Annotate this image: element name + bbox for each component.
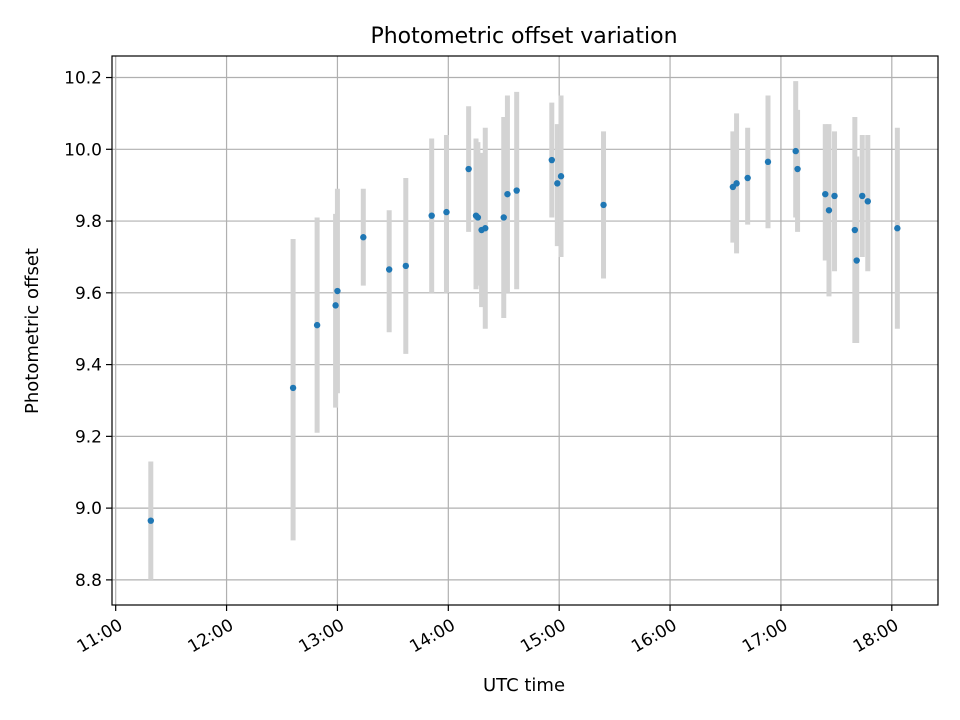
y-tick-label: 10.2 (64, 69, 102, 89)
y-tick-label: 9.4 (75, 356, 102, 376)
y-tick-label: 9.0 (75, 499, 102, 519)
data-point (504, 190, 511, 198)
chart-title: Photometric offset variation (370, 24, 677, 49)
data-point (289, 384, 297, 392)
x-tick-label: 16:00 (628, 615, 680, 657)
data-point (500, 214, 507, 221)
data-point (600, 201, 607, 209)
y-tick-label: 10.0 (64, 140, 102, 160)
x-tick-label: 18:00 (850, 615, 902, 657)
y-tick-label: 9.6 (75, 284, 102, 304)
data-point (733, 180, 740, 187)
data-point (831, 192, 838, 200)
data-point (554, 180, 561, 187)
data-point (482, 225, 489, 232)
x-tick-label: 12:00 (185, 615, 237, 657)
data-point (313, 321, 321, 329)
data-point (864, 198, 871, 205)
y-tick-label: 9.2 (75, 427, 102, 447)
data-point (792, 147, 799, 155)
error-bars (148, 81, 900, 580)
data-point (428, 212, 435, 219)
data-point (443, 208, 450, 216)
data-point (794, 165, 801, 173)
plot-frame (111, 55, 939, 606)
data-point (147, 517, 155, 524)
y-axis-ticks: 8.8 9.0 9.2 9.4 9.6 9.8 10.0 10.2 (64, 69, 112, 591)
data-point (894, 225, 901, 232)
x-axis-ticks: 11:00 12:00 13:00 14:00 15:00 16:00 17:00 18:00 (74, 605, 902, 657)
x-tick-label: 17:00 (739, 615, 791, 657)
y-axis-label: Photometric offset (22, 248, 43, 414)
x-axis-label: UTC time (483, 675, 565, 696)
data-point (513, 187, 520, 194)
data-point (851, 226, 859, 234)
data-point (744, 174, 751, 182)
data-point (385, 266, 393, 273)
data-point (548, 156, 555, 164)
data-point (859, 192, 866, 200)
y-tick-label: 8.8 (75, 571, 102, 591)
data-point (557, 173, 565, 180)
y-tick-label: 9.8 (75, 212, 102, 232)
x-tick-label: 15:00 (517, 615, 569, 657)
data-point (465, 165, 472, 173)
data-point (822, 190, 829, 198)
data-point (474, 214, 482, 221)
data-point (764, 158, 772, 166)
x-tick-label: 11:00 (74, 615, 126, 657)
data-points (147, 147, 901, 524)
data-point (402, 262, 410, 270)
data-point (825, 207, 833, 214)
data-point (853, 257, 860, 264)
data-point (332, 302, 339, 309)
x-tick-label: 14:00 (406, 615, 458, 657)
grid (112, 56, 938, 605)
data-point (334, 287, 341, 295)
data-point (360, 234, 367, 241)
x-tick-label: 13:00 (296, 615, 348, 657)
